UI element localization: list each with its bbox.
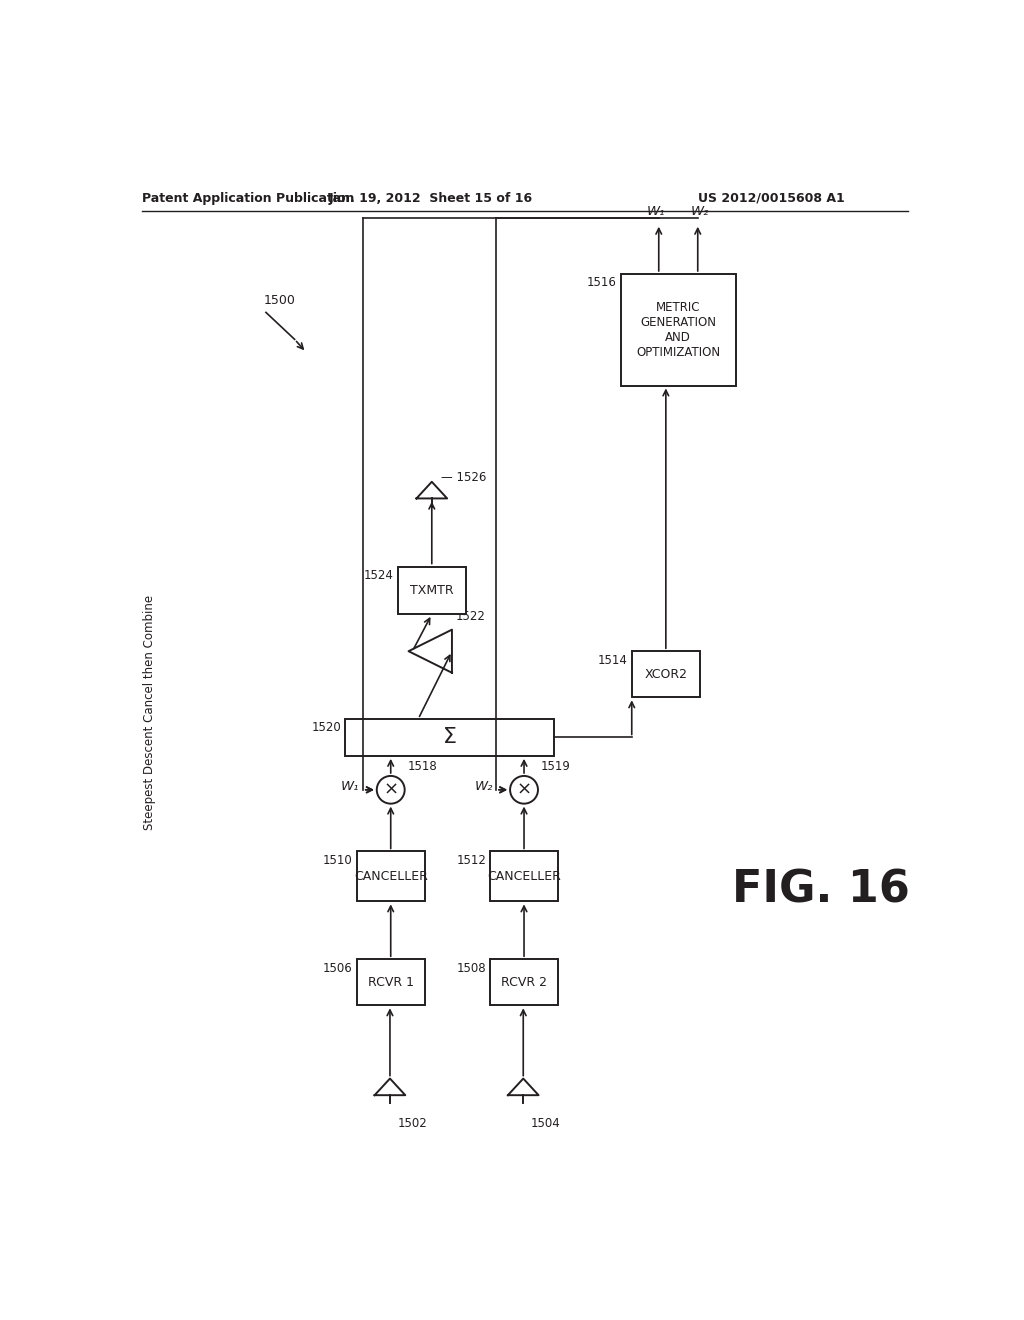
Text: 1514: 1514	[598, 653, 628, 667]
Text: ×: ×	[516, 781, 531, 799]
Text: Steepest Descent Cancel then Combine: Steepest Descent Cancel then Combine	[143, 595, 157, 830]
Text: FIG. 16: FIG. 16	[732, 869, 910, 911]
Text: 1522: 1522	[456, 610, 485, 623]
Bar	[356, 960, 425, 1006]
Text: W₁: W₁	[647, 206, 666, 218]
Text: 1504: 1504	[531, 1117, 561, 1130]
Text: 1516: 1516	[587, 276, 617, 289]
Text: TXMTR: TXMTR	[410, 583, 454, 597]
Bar	[632, 651, 700, 697]
Text: 1518: 1518	[408, 760, 437, 774]
Text: Σ: Σ	[442, 727, 457, 747]
Text: W₁: W₁	[341, 780, 359, 793]
Text: Patent Application Publication: Patent Application Publication	[142, 191, 354, 205]
Text: 1524: 1524	[364, 569, 394, 582]
Bar	[345, 719, 554, 756]
Text: W₂: W₂	[474, 780, 493, 793]
Bar	[356, 851, 425, 902]
Text: RCVR 1: RCVR 1	[368, 975, 414, 989]
Text: Jan. 19, 2012  Sheet 15 of 16: Jan. 19, 2012 Sheet 15 of 16	[328, 191, 532, 205]
Text: 1510: 1510	[323, 854, 352, 867]
Bar	[397, 566, 466, 614]
Bar	[489, 960, 558, 1006]
Text: 1520: 1520	[311, 721, 341, 734]
Text: — 1526: — 1526	[441, 471, 486, 484]
Text: CANCELLER: CANCELLER	[353, 870, 428, 883]
Text: 1508: 1508	[457, 961, 486, 974]
Text: XCOR2: XCOR2	[644, 668, 687, 681]
Text: 1500: 1500	[263, 294, 296, 308]
Text: RCVR 2: RCVR 2	[501, 975, 547, 989]
Text: US 2012/0015608 A1: US 2012/0015608 A1	[698, 191, 845, 205]
Text: 1512: 1512	[456, 854, 486, 867]
Bar	[621, 275, 735, 385]
Text: 1506: 1506	[323, 961, 352, 974]
Text: ×: ×	[383, 781, 398, 799]
Text: 1519: 1519	[541, 760, 571, 774]
Bar	[489, 851, 558, 902]
Text: 1502: 1502	[397, 1117, 427, 1130]
Text: W₂: W₂	[691, 206, 710, 218]
Text: METRIC
GENERATION
AND
OPTIMIZATION: METRIC GENERATION AND OPTIMIZATION	[636, 301, 720, 359]
Text: CANCELLER: CANCELLER	[487, 870, 561, 883]
